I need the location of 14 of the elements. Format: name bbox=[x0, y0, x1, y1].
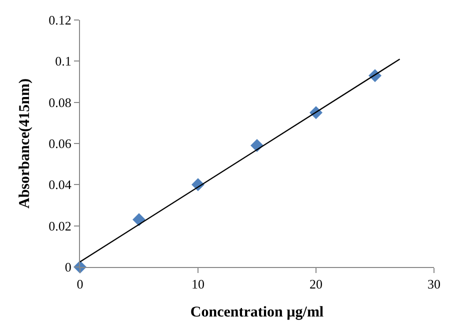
x-tick-label: 0 bbox=[76, 276, 84, 292]
x-tick-label: 20 bbox=[310, 276, 322, 292]
x-tick-label: 30 bbox=[428, 276, 440, 292]
y-tick-label: 0.06 bbox=[48, 136, 72, 152]
y-tick-label: 0.04 bbox=[48, 177, 72, 192]
x-tick-label: 10 bbox=[192, 276, 204, 292]
y-tick-label: 0.12 bbox=[48, 12, 72, 28]
y-axis-title: Absorbance(415nm) bbox=[16, 78, 33, 208]
point bbox=[132, 213, 146, 226]
y-tick-label: 0.08 bbox=[48, 94, 72, 110]
y-tick-label: 0.02 bbox=[48, 218, 72, 234]
y-tick-label: 0.1 bbox=[55, 54, 72, 69]
x-axis-title: Concentration µg/ml bbox=[190, 304, 324, 321]
y-tick-label: 0 bbox=[64, 260, 72, 275]
